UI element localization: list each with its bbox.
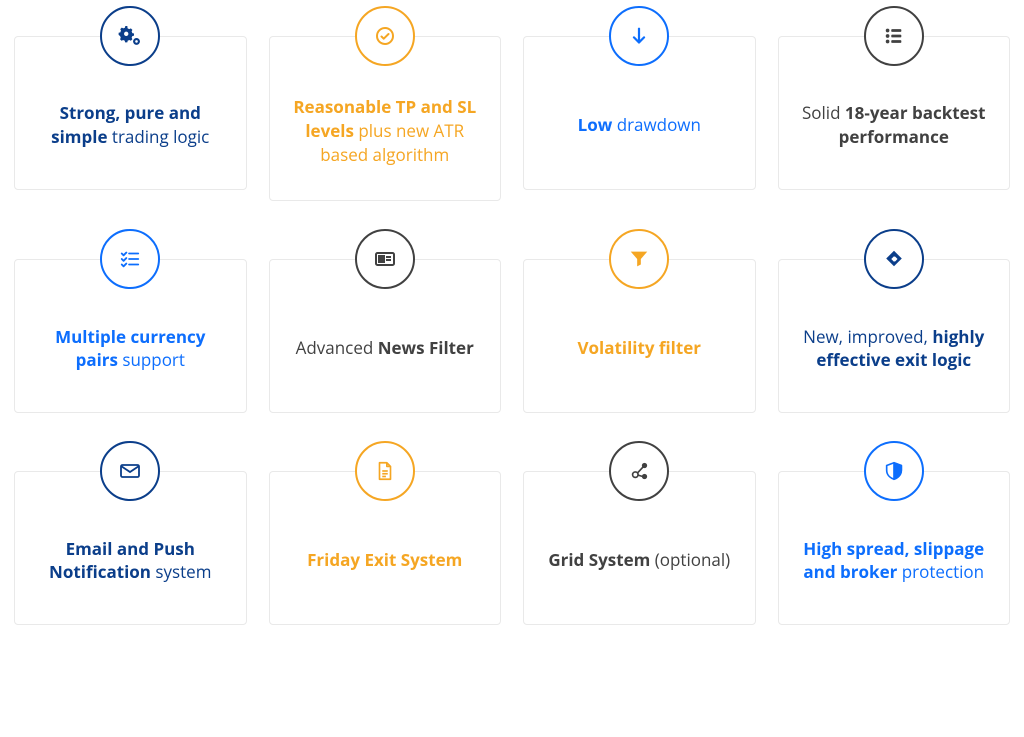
- feature-cell: High spread, slippage and broker protect…: [778, 441, 1011, 625]
- hub-icon: [609, 441, 669, 501]
- feature-label: Email and Push Notification system: [33, 537, 228, 585]
- feature-grid: Strong, pure and simple trading logic Re…: [14, 6, 1010, 625]
- check-icon: [355, 6, 415, 66]
- feature-cell: Grid System (optional): [523, 441, 756, 625]
- list-icon: [864, 6, 924, 66]
- feature-cell: Multiple currency pairs support: [14, 229, 247, 413]
- feature-label: New, improved, highly effective exit log…: [797, 325, 992, 373]
- funnel-icon: [609, 229, 669, 289]
- feature-cell: Volatility filter: [523, 229, 756, 413]
- feature-label: Advanced News Filter: [296, 336, 474, 360]
- feature-cell: Reasonable TP and SL levels plus new ATR…: [269, 6, 502, 201]
- shield-icon: [864, 441, 924, 501]
- feature-label: Friday Exit System: [307, 548, 462, 572]
- feature-cell: New, improved, highly effective exit log…: [778, 229, 1011, 413]
- feature-cell: Friday Exit System: [269, 441, 502, 625]
- feature-label: Grid System (optional): [548, 548, 730, 572]
- feature-label: Reasonable TP and SL levels plus new ATR…: [288, 95, 483, 166]
- gears-icon: [100, 6, 160, 66]
- diamond-icon: [864, 229, 924, 289]
- feature-label: Multiple currency pairs support: [33, 325, 228, 373]
- feature-cell: Email and Push Notification system: [14, 441, 247, 625]
- feature-cell: Solid 18-year backtest performance: [778, 6, 1011, 201]
- feature-label: Strong, pure and simple trading logic: [33, 101, 228, 149]
- envelope-icon: [100, 441, 160, 501]
- feature-label: High spread, slippage and broker protect…: [797, 537, 992, 585]
- feature-label: Volatility filter: [577, 336, 701, 360]
- feature-cell: Strong, pure and simple trading logic: [14, 6, 247, 201]
- down-icon: [609, 6, 669, 66]
- feature-label: Solid 18-year backtest performance: [797, 101, 992, 149]
- feature-cell: Advanced News Filter: [269, 229, 502, 413]
- news-icon: [355, 229, 415, 289]
- file-icon: [355, 441, 415, 501]
- checklist-icon: [100, 229, 160, 289]
- feature-cell: Low drawdown: [523, 6, 756, 201]
- feature-label: Low drawdown: [578, 113, 701, 137]
